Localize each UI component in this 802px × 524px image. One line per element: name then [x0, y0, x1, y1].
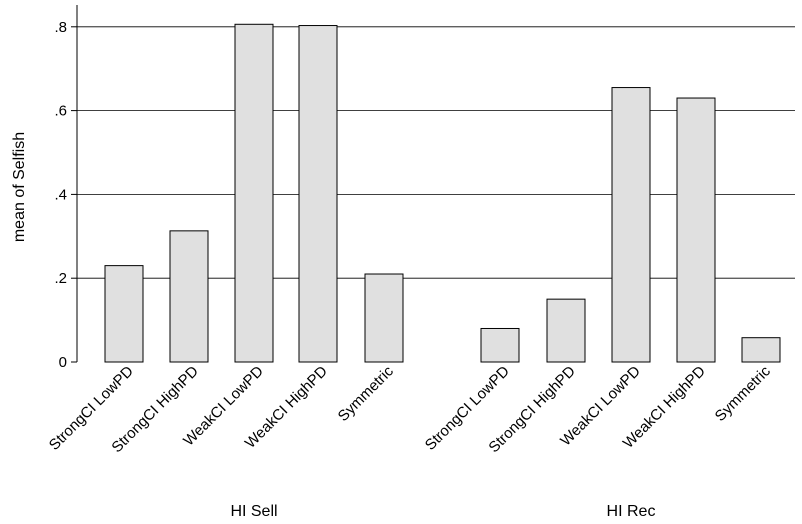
y-tick-label: .2 [54, 270, 67, 287]
y-tick-label: .8 [54, 19, 67, 36]
y-tick-label: .4 [54, 186, 67, 203]
gridlines [77, 26, 795, 279]
bar [298, 25, 338, 363]
bar [480, 327, 520, 363]
y-tick-label: .6 [54, 103, 67, 120]
bar [364, 273, 404, 363]
group-labels: HI Sell HI Rec [230, 503, 655, 520]
category-label: Symmetric [335, 362, 397, 424]
group-label: HI Rec [607, 503, 656, 520]
bar [676, 97, 716, 363]
bar [546, 298, 586, 363]
bar [104, 265, 144, 363]
y-tick-label: 0 [59, 354, 67, 371]
bars [104, 23, 781, 363]
y-tick-labels: 0 .2 .4 .6 .8 [54, 19, 77, 371]
category-label: Symmetric [712, 362, 774, 424]
group-label: HI Sell [230, 503, 277, 520]
y-axis-title: mean of Selfish [11, 132, 28, 242]
bar [611, 87, 651, 363]
bar [169, 230, 209, 363]
bar [234, 23, 274, 363]
bar [741, 337, 781, 363]
